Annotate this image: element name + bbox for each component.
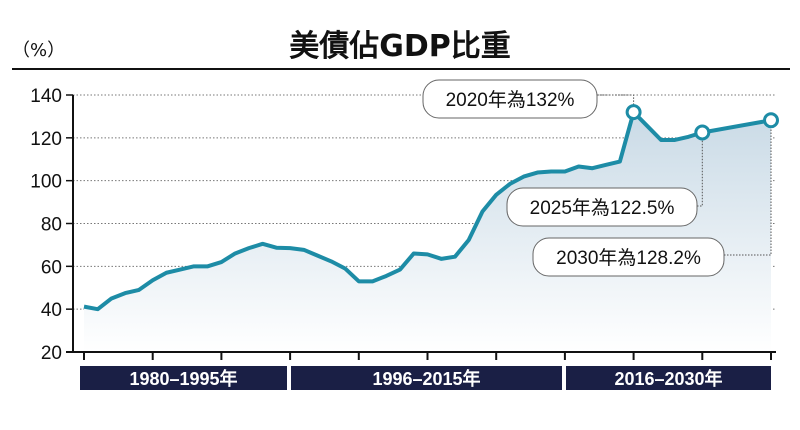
- period-label: 1980–1995年: [129, 368, 237, 389]
- callout-label: 2025年為122.5%: [530, 197, 675, 219]
- callout-box: [532, 237, 725, 277]
- series-line: [83, 110, 772, 312]
- period-bar: [80, 366, 287, 390]
- callout-leader: [697, 132, 703, 207]
- y-tick-label: 20: [41, 343, 62, 364]
- callout-box: [506, 187, 698, 227]
- y-tick-label: 40: [41, 300, 62, 321]
- data-point-marker: [694, 124, 711, 141]
- period-bar: [566, 366, 771, 390]
- callout-leader: [724, 120, 772, 256]
- y-tick-label: 60: [41, 257, 62, 278]
- y-tick-label: 100: [30, 172, 62, 193]
- y-tick-label: 140: [30, 86, 62, 107]
- data-point-marker: [763, 112, 779, 129]
- period-label: 2016–2030年: [614, 368, 722, 389]
- area-fill: [84, 112, 771, 352]
- y-axis-unit: （%）: [12, 40, 65, 61]
- data-point-marker: [625, 104, 642, 121]
- period-bar: [291, 366, 562, 390]
- chart-title: 美債佔GDP比重: [289, 29, 511, 64]
- callout-label: 2030年為128.2%: [556, 247, 701, 269]
- period-label: 1996–2015年: [372, 368, 480, 389]
- callout-label: 2020年為132%: [446, 89, 575, 111]
- y-tick-label: 80: [41, 215, 62, 236]
- callout-box: [422, 79, 598, 119]
- y-tick-label: 120: [30, 129, 62, 150]
